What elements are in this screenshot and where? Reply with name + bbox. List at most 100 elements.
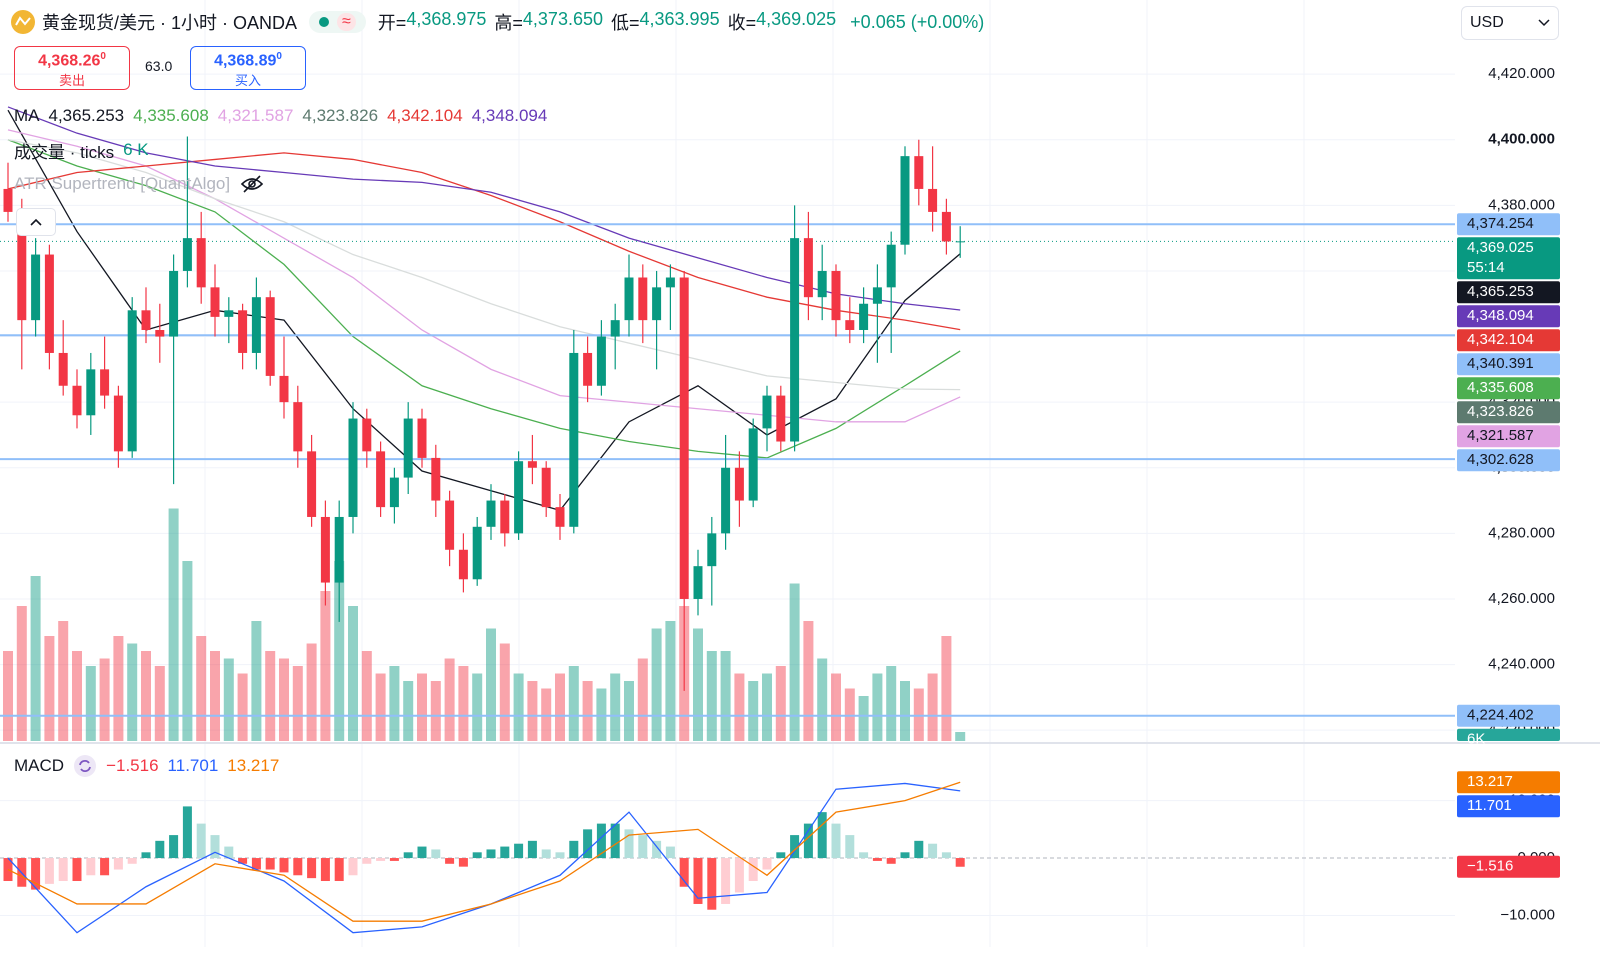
- price-tag: −1.516: [1457, 855, 1560, 878]
- volume-bar: [417, 673, 427, 741]
- candle-body: [831, 270, 841, 321]
- volume-bar: [154, 666, 165, 741]
- histogram-bar: [693, 858, 703, 904]
- histogram-bar: [238, 858, 248, 864]
- candle-body: [155, 329, 165, 337]
- sell-label: 卖出: [58, 73, 85, 89]
- currency: USD: [1470, 14, 1504, 31]
- ohlc-label: 低=: [610, 13, 640, 33]
- status-badge[interactable]: ≈: [309, 11, 366, 33]
- histogram-bar: [886, 858, 896, 864]
- hidden-icon[interactable]: [239, 174, 265, 194]
- candle-body: [486, 500, 496, 527]
- volume-bar: [693, 628, 703, 741]
- buy-button[interactable]: 4,368.890 买入: [190, 46, 306, 90]
- candle-body: [279, 375, 289, 403]
- histogram-bar: [500, 846, 510, 859]
- histogram-bar: [803, 823, 813, 859]
- candle-body: [638, 277, 648, 321]
- histogram-bar: [748, 858, 758, 882]
- histogram-bar: [251, 858, 261, 870]
- candle-body: [389, 477, 399, 508]
- volume-bar: [527, 681, 538, 741]
- macd-icon[interactable]: [73, 754, 97, 778]
- y-tick-label: 4,400.000: [1488, 131, 1555, 148]
- price-tag-bg: [1457, 305, 1560, 328]
- price-tag-label: 55:14: [1467, 259, 1505, 276]
- histogram-bar: [431, 849, 441, 859]
- collapse-button[interactable]: [16, 208, 56, 236]
- ma-line: [7, 106, 961, 311]
- volume-bar: [472, 673, 483, 741]
- buy-price-sup: 0: [276, 51, 282, 62]
- y-tick-label: 4,420.000: [1488, 65, 1555, 82]
- ma-value: 4,335.608: [133, 106, 209, 125]
- candle-body: [445, 500, 455, 550]
- volume-bar: [99, 658, 110, 741]
- volume-bar: [624, 681, 634, 741]
- price-tag: 4,348.094: [1457, 305, 1560, 328]
- y-tick-label: 4,280.000: [1488, 524, 1555, 541]
- candle-body: [941, 211, 951, 242]
- sell-button[interactable]: 4,368.260 卖出: [14, 46, 130, 90]
- histogram-bar: [44, 858, 54, 884]
- candle-body: [748, 428, 758, 501]
- price-tag: 4,323.826: [1457, 401, 1560, 424]
- indicator-legend[interactable]: ATR Supertrend [QuantAlgo]: [14, 172, 265, 196]
- volume-bar: [168, 508, 179, 741]
- candle-body: [610, 320, 620, 337]
- candle-body: [803, 238, 813, 298]
- sell-price: 4,368.26: [38, 52, 101, 70]
- histogram-bar: [141, 852, 151, 859]
- candle-body: [17, 211, 27, 321]
- currency-select[interactable]: USD: [1461, 6, 1559, 40]
- candle-body: [376, 451, 386, 508]
- volume-bar: [210, 651, 220, 741]
- candle-body: [196, 238, 206, 288]
- histogram-bar: [182, 806, 192, 859]
- price-tag: 6K: [1457, 728, 1560, 748]
- candle-body: [721, 467, 731, 534]
- dropdown-icon: [1538, 19, 1550, 27]
- histogram-bar: [817, 812, 827, 859]
- price-tag-bg: [1457, 704, 1560, 727]
- volume-bar: [651, 628, 662, 741]
- volume-bar: [568, 666, 579, 741]
- delay-icon: ≈: [337, 13, 356, 31]
- macd-legend[interactable]: MACD −1.516 11.701 13.217: [14, 754, 279, 778]
- histogram-bar: [127, 858, 137, 864]
- volume-bar: [637, 658, 648, 741]
- candle-body: [113, 395, 123, 452]
- histogram-bar: [596, 823, 606, 859]
- macd-value: 11.701: [167, 756, 219, 775]
- volume-bar: [279, 658, 289, 741]
- buy-price: 4,368.89: [214, 52, 277, 70]
- volume-bar: [720, 651, 731, 741]
- volume-bar: [582, 681, 593, 741]
- price-tag: 13.217: [1457, 771, 1560, 794]
- volume-bar: [3, 651, 13, 741]
- candle-body: [210, 287, 220, 317]
- ohlc-value: 4,373.650: [522, 9, 603, 29]
- spread: 63.0: [145, 58, 173, 74]
- histogram-bar: [320, 858, 330, 882]
- market-dot: [319, 17, 330, 27]
- ohlc-value: 4,368.975: [406, 9, 487, 29]
- ma-legend[interactable]: MA 4,365.253 4,335.608 4,321.587 4,323.826 4…: [14, 104, 547, 128]
- header: 黄金现货/美元 · 1小时 · OANDA ≈ 开= 4,368.975 高= 4,3…: [10, 8, 984, 36]
- histogram-bar: [941, 852, 951, 859]
- symbol[interactable]: 黄金现货/美元 · 1小时 · OANDA: [42, 13, 298, 33]
- volume-legend[interactable]: 成交量 · ticks 6 K: [14, 138, 149, 162]
- candle-body: [3, 188, 13, 212]
- histogram-bar: [169, 835, 179, 859]
- histogram-bar: [100, 858, 110, 876]
- histogram-bar: [58, 858, 68, 882]
- volume-bar: [127, 643, 138, 741]
- ma-line: [7, 129, 961, 423]
- volume-bar: [389, 666, 400, 741]
- volume-bar: [182, 561, 193, 741]
- price-tag: 4,302.628: [1457, 449, 1560, 472]
- histogram-bar: [665, 846, 675, 859]
- candle-body: [624, 277, 634, 321]
- histogram-bar: [348, 858, 358, 876]
